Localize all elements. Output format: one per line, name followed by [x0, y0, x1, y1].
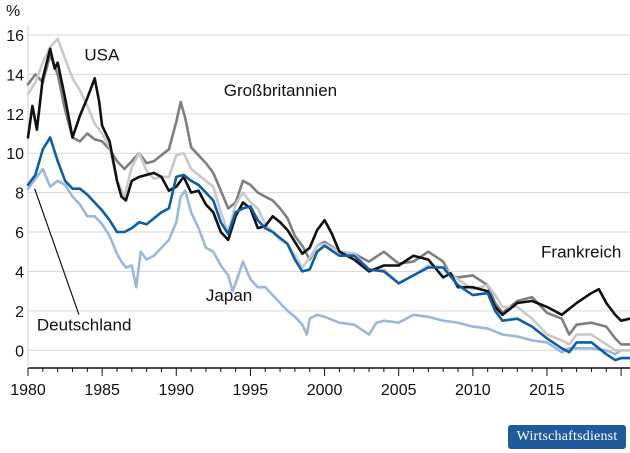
y-tick-labels: 0 2 4 6 8 10 12 14 16 [6, 28, 24, 360]
x-tick-label: 2010 [455, 382, 491, 399]
y-axis-unit-label: % [6, 3, 20, 20]
series-label: Frankreich [541, 243, 621, 262]
x-tick-label: 2005 [381, 382, 417, 399]
series-label: USA [84, 46, 120, 65]
y-tick-label: 4 [15, 264, 24, 281]
y-tick-label: 2 [15, 304, 24, 321]
series-deutschland-line [26, 136, 630, 362]
y-tick-label: 12 [6, 107, 24, 124]
series-label: Japan [206, 286, 252, 305]
y-tick-label: 14 [6, 67, 24, 84]
y-tick-label: 16 [6, 28, 24, 45]
x-tick-label: 1980 [10, 382, 46, 399]
series-label: Großbritannien [224, 81, 337, 100]
y-tick-label: 8 [15, 186, 24, 203]
y-tick-label: 6 [15, 225, 24, 242]
x-tick-label: 1985 [84, 382, 120, 399]
series-usa-line [26, 47, 630, 323]
label-leader-line [34, 188, 80, 315]
y-tick-label: 0 [15, 343, 24, 360]
series-lines [26, 37, 630, 362]
x-tick-label: 2000 [307, 382, 343, 399]
x-tick-label: 2015 [529, 382, 565, 399]
x-tick-label: 1995 [233, 382, 269, 399]
x-tick-label: 1990 [158, 382, 194, 399]
series-labels: USA Großbritannien Frankreich Japan Deutschl… [34, 46, 621, 335]
wirtschaftsdienst-logo: Wirtschaftsdienst [508, 425, 626, 449]
y-tick-label: 10 [6, 146, 24, 163]
series-japan-line [26, 167, 630, 356]
series-label: Deutschland [37, 316, 132, 335]
